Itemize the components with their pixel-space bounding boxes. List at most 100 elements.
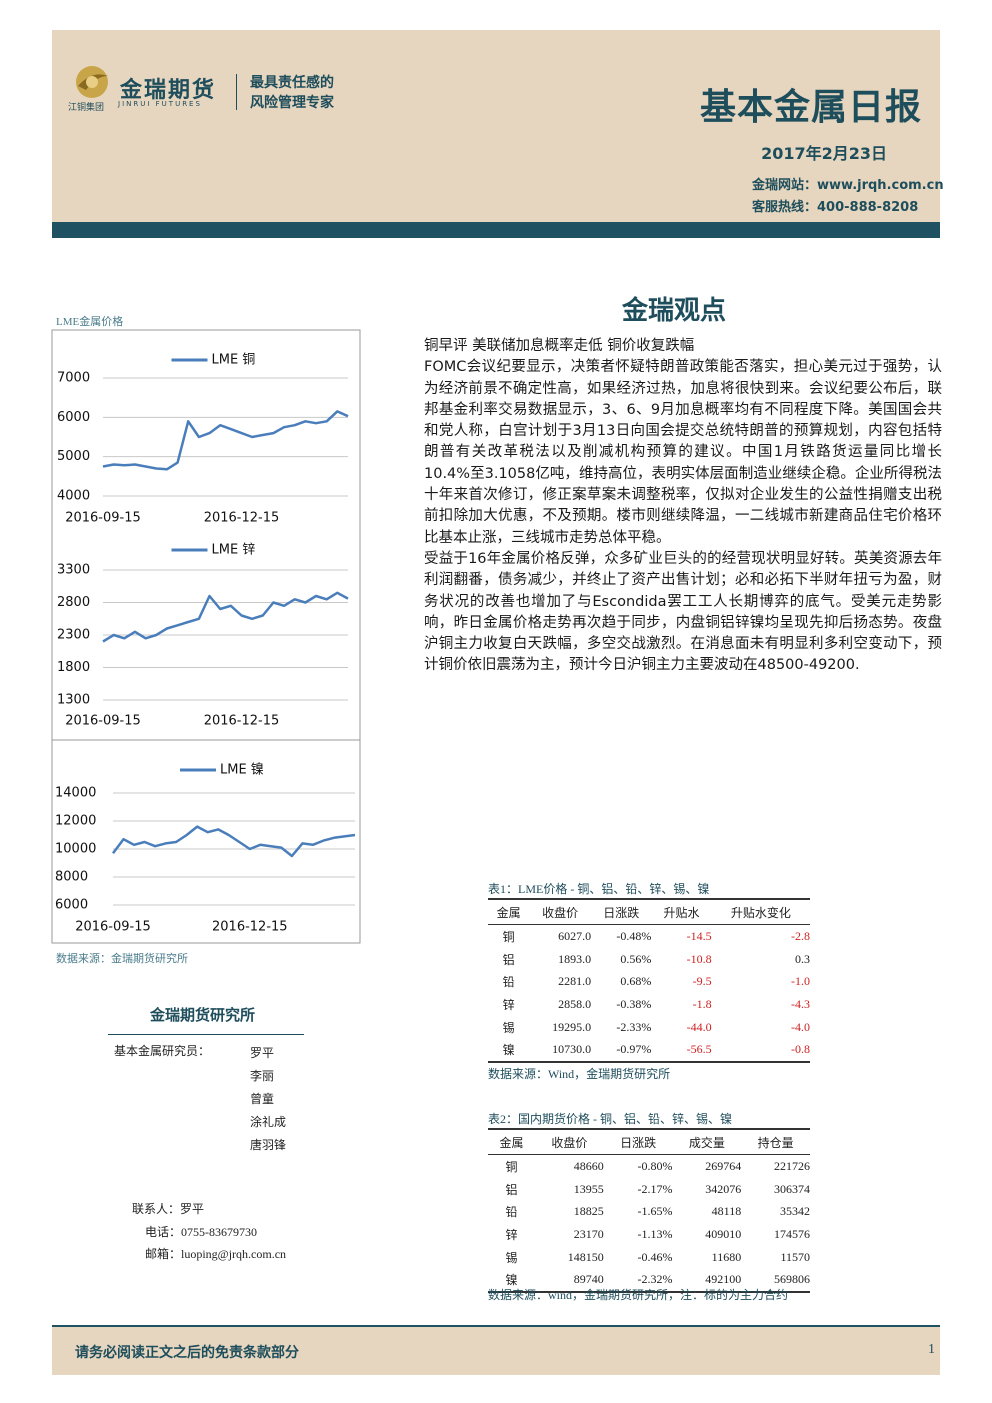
cell: 6027.0: [558, 928, 592, 943]
cell: 2281.0: [558, 974, 592, 989]
row: 锌 2858.0 -0.38% -1.8 -4.3: [488, 993, 810, 1016]
cell: 铝: [502, 952, 515, 967]
hotline: 客服热线：400-888-8208: [752, 200, 919, 215]
cell: -0.48%: [616, 928, 652, 943]
table-caption: 表2：国内期货价格 - 铜、铝、铅、锌、锡、镍: [488, 1112, 732, 1126]
cell: 342076: [705, 1181, 742, 1196]
charts: 4000 5000 6000 7000 2016-09-15 2016-12-15 LME …: [51, 329, 361, 944]
cell: 10730.0: [529, 1038, 592, 1064]
y-tick-label: 1300: [57, 693, 90, 708]
cell: 11680: [711, 1249, 742, 1264]
row: 铜 48660 -0.80% 269764 221726: [488, 1155, 811, 1178]
y-tick-label: 6000: [55, 898, 88, 913]
cell: 269764: [705, 1158, 742, 1173]
cell: 镍: [488, 1038, 530, 1064]
cell: 锡: [505, 1250, 518, 1265]
legend-label: LME 铜: [212, 353, 256, 368]
x-tick-label: 2016-12-15: [204, 511, 280, 526]
cell: 锌: [505, 1227, 518, 1242]
cell: 铅: [505, 1205, 518, 1220]
group-name: 江铜集团: [68, 103, 105, 113]
cell: 306374: [774, 1181, 810, 1196]
email: 邮箱：luoping@jrqh.com.cn: [145, 1247, 287, 1261]
column-header: 成交量: [672, 1128, 742, 1155]
cell: 铜: [502, 929, 515, 944]
researcher: 罗平: [250, 1046, 275, 1060]
cell: 镍: [488, 1268, 536, 1294]
header-bar: [52, 222, 940, 238]
institute: 金瑞期货研究所: [150, 1008, 256, 1024]
row: 铅 18825 -1.65% 48118 35342: [488, 1200, 811, 1223]
cell: 铜: [505, 1159, 518, 1174]
cell: -2.33%: [616, 1019, 652, 1034]
table-source: 数据来源：Wind，金瑞期货研究所: [488, 1067, 671, 1081]
cell: 13955: [573, 1181, 604, 1196]
cell: 23170: [573, 1226, 604, 1241]
legend-label: LME 锌: [212, 543, 256, 558]
cell: 锌: [502, 997, 515, 1012]
cell: 1893.0: [558, 951, 592, 966]
cell: -1.0: [791, 974, 810, 989]
researcher: 涂礼成: [250, 1115, 287, 1129]
y-tick-label: 2800: [57, 595, 90, 610]
cell: 锡: [502, 1020, 515, 1035]
row: 铅 2281.0 0.68% -9.5 -1.0: [488, 970, 810, 993]
y-tick-label: 14000: [55, 786, 96, 801]
contact: 联系人：罗平 电话：0755-83679730 邮箱：luoping@jrqh.…: [132, 1198, 286, 1266]
cell: -2.8: [791, 928, 810, 943]
row: 铝 13955 -2.17% 342076 306374: [488, 1178, 811, 1201]
report-title: 基本金属日报: [699, 87, 922, 128]
x-tick-label: 2016-09-15: [65, 511, 141, 526]
column-header: 持仓量: [741, 1128, 810, 1155]
cell: -0.38%: [616, 996, 652, 1011]
brand-en: JINRUI FUTURES: [118, 100, 202, 108]
section-title: 金瑞观点: [622, 296, 727, 326]
y-tick-label: 4000: [57, 489, 90, 504]
cell: -0.80%: [637, 1158, 673, 1173]
column-header: 日涨跌: [591, 898, 652, 925]
row: 镍 89740 -2.32% 492100 569806: [488, 1268, 810, 1294]
website: 金瑞网站：www.jrqh.com.cn: [752, 178, 944, 193]
researcher: 唐羽锋: [250, 1138, 287, 1152]
column-header: 金属: [488, 898, 530, 925]
headline: 铜早评 美联储加息概率走低 铜价收复跌幅: [424, 338, 695, 354]
table: 金属 收盘价 日涨跌 升贴水 升贴水变化铜 6027.0 -0.48% -14.5 -2.8 铝 1…: [488, 898, 810, 1064]
header-row: 金属 收盘价 日涨跌 升贴水 升贴水变化: [488, 898, 810, 925]
researchers: 罗平 李丽 曾童 涂礼成 唐羽锋: [250, 1042, 286, 1157]
cell: -10.8: [686, 951, 712, 966]
slogan: 最具责任感的: [250, 75, 334, 91]
cell: 35342: [780, 1204, 810, 1219]
cell: 18825: [573, 1204, 604, 1219]
row: 锡 148150 -0.46% 11680 11570: [488, 1246, 811, 1269]
line: [102, 591, 349, 643]
x-tick-label: 2016-09-15: [75, 920, 151, 935]
cell: -1.8: [692, 996, 712, 1011]
cell: 0.56%: [620, 951, 652, 966]
paragraph: FOMC会议纪要显示，决策者怀疑特朗普政策能否落实，担心美元过于强势，认为经济前…: [424, 359, 942, 546]
y-tick-label: 12000: [55, 814, 96, 829]
cell: 0.3: [795, 951, 810, 966]
cell: 148150: [567, 1249, 604, 1264]
cell: 221726: [774, 1158, 810, 1173]
cell: 2858.0: [558, 996, 592, 1011]
column-header: 收盘价: [535, 1128, 604, 1155]
cell: 409010: [705, 1226, 742, 1241]
phone: 电话：0755-83679730: [145, 1224, 257, 1239]
table: 金属 收盘价 日涨跌 成交量 持仓量铜 48660 -0.80% 269764 221726 铝 1…: [488, 1128, 811, 1294]
cell: -2.32%: [603, 1268, 673, 1294]
cell: 569806: [741, 1268, 810, 1294]
separator: [236, 74, 237, 110]
role: 基本金属研究员：: [114, 1044, 211, 1058]
y-tick-label: 2300: [57, 628, 90, 643]
page-number: 1: [928, 1342, 935, 1357]
column-header: 日涨跌: [603, 1128, 673, 1155]
article: 铜早评 美联储加息概率走低 铜价收复跌幅 FOMC会议纪要显示，决策者怀疑特朗普…: [424, 336, 942, 677]
cell: -0.97%: [591, 1038, 652, 1064]
x-tick-label: 2016-12-15: [204, 714, 280, 729]
cell: -56.5: [651, 1038, 712, 1064]
cell: -9.5: [692, 974, 712, 989]
header-row: 金属 收盘价 日涨跌 成交量 持仓量: [488, 1128, 810, 1155]
cell: 174576: [774, 1226, 810, 1241]
y-tick-label: 8000: [55, 870, 88, 885]
cell: -14.5: [686, 928, 712, 943]
